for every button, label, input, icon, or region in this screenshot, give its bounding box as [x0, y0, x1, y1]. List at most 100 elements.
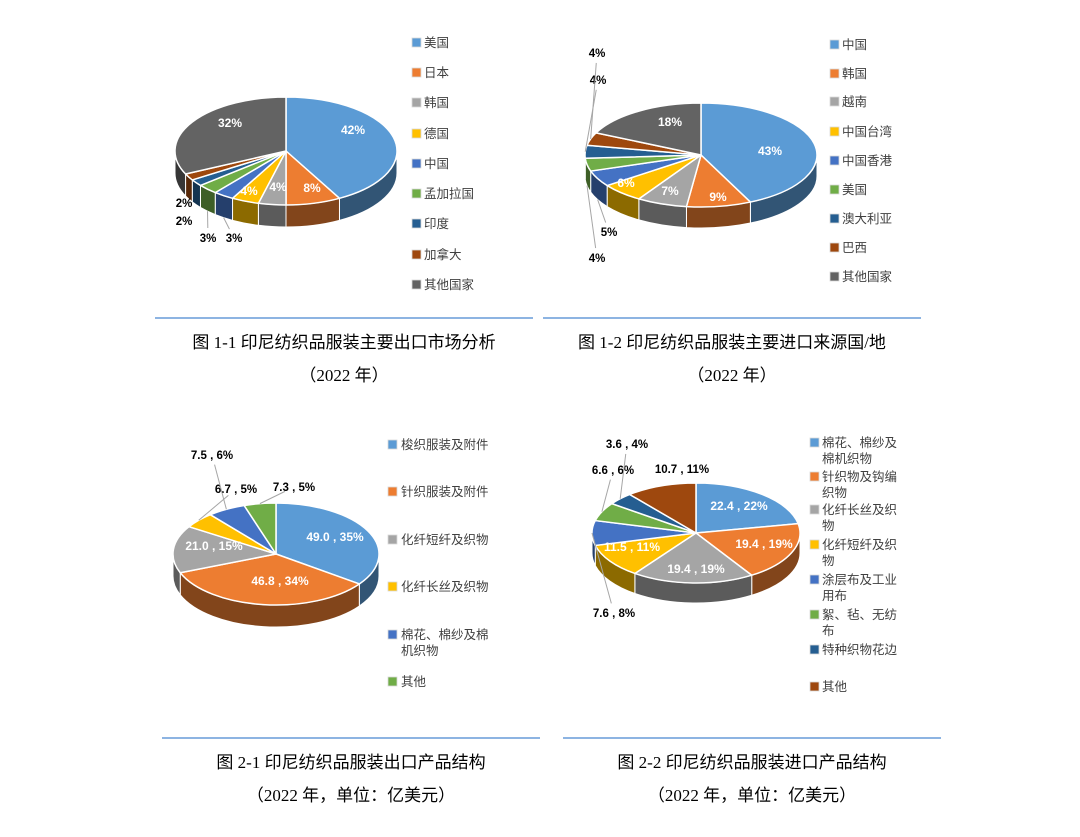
legend-swatch: [829, 213, 840, 224]
pie-slice-8: [595, 102, 702, 156]
caption-divider: [155, 317, 533, 319]
legend-label: 其他国家: [424, 277, 475, 292]
legend-swatch: [829, 155, 840, 166]
pie-slice-1: [179, 553, 361, 606]
pie-slice-2: [634, 532, 753, 584]
legend-item-5: 其他: [387, 675, 427, 689]
legend-label: 针织服装及附件: [401, 484, 489, 499]
legend-item-5: 絮、毡、无纺布: [809, 608, 897, 638]
legend-item-2: 韩国: [411, 95, 449, 110]
leader-line-4: [591, 532, 612, 604]
legend-item-4: 涂层布及工业用布: [809, 572, 897, 603]
figure-title: 图 1-1 印尼纺织品服装主要出口市场分析: [192, 333, 496, 352]
legend-item-0: 梭织服装及附件: [387, 437, 489, 452]
legend-item-4: 中国香港: [829, 153, 893, 168]
legend-label: 涂层布及工业用布: [822, 572, 897, 603]
leader-line-7: [590, 62, 597, 139]
pie-slice-1: [695, 522, 801, 576]
legend-swatch: [829, 242, 840, 253]
legend-swatch: [411, 188, 422, 199]
data-label-5: 4%: [589, 253, 606, 265]
legend-swatch: [411, 249, 422, 260]
legend-item-2: 越南: [829, 94, 867, 109]
data-label-2: 21.0 , 15%: [185, 539, 243, 553]
data-label-4: 5%: [601, 227, 618, 239]
data-label-8: 18%: [658, 115, 682, 129]
legend-swatch: [829, 39, 840, 50]
data-label-0: 49.0 , 35%: [306, 530, 364, 544]
legend-swatch: [809, 504, 820, 515]
legend-item-5: 美国: [829, 183, 867, 197]
legend-swatch: [809, 644, 820, 655]
legend-label: 加拿大: [424, 247, 462, 262]
legend-item-6: 澳大利亚: [829, 212, 892, 226]
legend-item-7: 巴西: [829, 241, 867, 255]
legend-swatch: [411, 158, 422, 169]
legend-item-7: 其他: [809, 680, 848, 694]
legend-label: 棉花、棉纱及棉机织物: [401, 627, 489, 658]
data-label-1: 9%: [709, 190, 727, 204]
caption-fig-1-1: 图 1-1 印尼纺织品服装主要出口市场分析 （2022 年）: [155, 317, 533, 392]
legend-swatch: [809, 609, 820, 620]
legend-item-8: 其他国家: [829, 269, 893, 284]
legend-label: 化纤短纤及织物: [822, 538, 897, 568]
legend-swatch: [829, 184, 840, 195]
pie-slice-5: [243, 502, 277, 555]
legend-swatch: [411, 37, 422, 48]
legend-swatch: [829, 126, 840, 137]
legend-item-3: 化纤长丝及织物: [387, 580, 489, 594]
legend-item-0: 棉花、棉纱及棉机织物: [809, 435, 898, 466]
data-label-8: 32%: [218, 116, 242, 130]
pie-slice-0: [695, 482, 799, 534]
legend-swatch: [829, 271, 840, 282]
data-label-2: 4%: [269, 180, 287, 194]
data-label-0: 43%: [758, 144, 782, 158]
data-label-1: 46.8 , 34%: [251, 574, 309, 588]
legend-swatch: [411, 97, 422, 108]
caption-fig-2-2: 图 2-2 印尼纺织品服装进口产品结构 （2022 年，单位：亿美元）: [563, 737, 941, 812]
figure-title: 图 2-2 印尼纺织品服装进口产品结构: [617, 753, 887, 772]
pie-chart-fig-1-2: 43% 9% 7% 6% 5% 4% 4% 4% 18% 中国韩国越南中国台湾中国香港美国澳大利亚…: [584, 37, 893, 284]
data-label-2: 19.4 , 19%: [667, 562, 725, 576]
leader-line-6: [584, 89, 597, 152]
legend-label: 梭织服装及附件: [401, 437, 489, 452]
data-label-4: 7.5 , 6%: [191, 450, 233, 462]
data-label-0: 22.4 , 22%: [710, 499, 768, 513]
caption-fig-2-1: 图 2-1 印尼纺织品服装出口产品结构 （2022 年，单位：亿美元）: [162, 737, 540, 812]
legend-item-3: 中国台湾: [829, 124, 892, 139]
legend-label: 化纤短纤及织物: [401, 533, 489, 547]
pie-slice-8: [174, 96, 287, 175]
legend-label: 美国: [424, 36, 449, 50]
leader-line-6: [619, 453, 627, 499]
leader-line-5: [586, 185, 597, 249]
legend-label: 其他: [401, 675, 427, 689]
legend-item-1: 日本: [411, 66, 450, 80]
legend-label: 巴西: [842, 241, 867, 255]
leader-line-4: [597, 199, 607, 223]
legend-swatch: [809, 437, 820, 448]
legend-label: 中国台湾: [842, 124, 892, 139]
legend-item-4: 中国: [411, 156, 449, 171]
pie-slice-0: [275, 502, 380, 585]
caption-divider: [543, 317, 921, 319]
legend-swatch: [387, 534, 398, 545]
legend-item-0: 中国: [829, 37, 867, 52]
legend-label: 越南: [842, 94, 867, 109]
data-label-3: 11.5 , 11%: [604, 540, 660, 554]
data-label-4: 7.6 , 8%: [593, 608, 635, 620]
legend-swatch: [809, 539, 820, 550]
legend-item-4: 棉花、棉纱及棉机织物: [387, 627, 489, 658]
data-label-7: 4%: [589, 48, 606, 60]
legend-item-1: 针织服装及附件: [387, 484, 489, 499]
legend-swatch: [809, 574, 820, 585]
legend-label: 澳大利亚: [842, 212, 892, 226]
leader-line-5: [601, 479, 611, 512]
pie-chart-fig-2-1: 49.0 , 35% 46.8 , 34% 21.0 , 15% 6.7 , 5% 7.…: [172, 437, 489, 689]
data-label-7: 2%: [176, 198, 193, 210]
figure-subtitle: （2022 年）: [299, 366, 389, 385]
legend-swatch: [411, 128, 422, 139]
legend-label: 棉花、棉纱及棉机织物: [822, 435, 898, 466]
legend-label: 其他: [822, 680, 848, 694]
legend-label: 其他国家: [842, 269, 893, 284]
